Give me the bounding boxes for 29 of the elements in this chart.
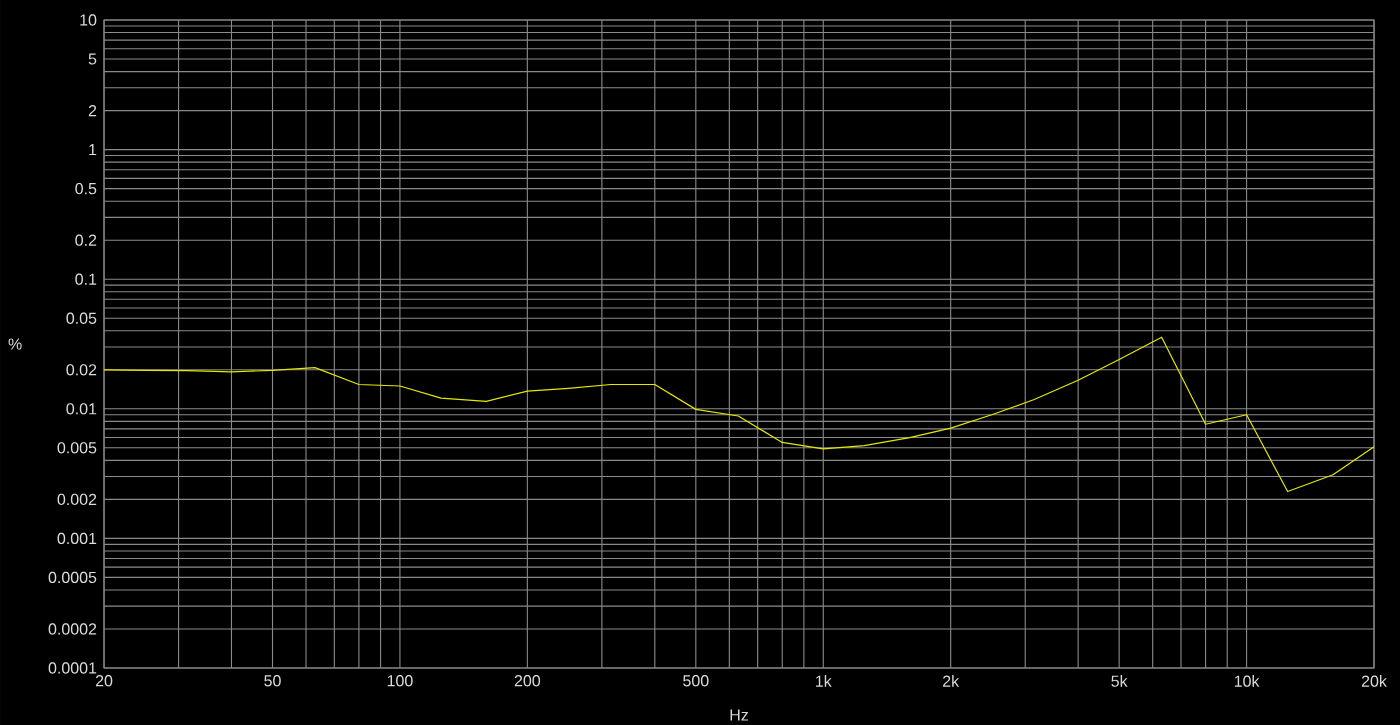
y-tick-label: 5 (88, 53, 97, 65)
line-series (104, 336, 1375, 493)
x-tick-label: 200 (514, 675, 541, 687)
y-tick-label: 0.005 (57, 442, 97, 454)
x-tick-label: 100 (387, 675, 413, 687)
y-tick-label: 0.2 (75, 234, 97, 246)
y-tick-label: 0.002 (57, 493, 97, 506)
x-tick-label: 20k (1361, 675, 1387, 687)
x-tick-label: 500 (683, 675, 709, 687)
y-tick-label: 0.0002 (48, 623, 97, 635)
y-tick-label: 0.05 (66, 312, 97, 324)
x-tick-label: 5k (1111, 675, 1128, 687)
y-axis-title: % (8, 338, 22, 350)
y-tick-label: 2 (88, 105, 97, 117)
y-tick-label: 1 (89, 144, 97, 156)
x-tick-label: 50 (264, 675, 281, 687)
x-axis-title: Hz (730, 709, 748, 721)
x-tick-label: 1k (816, 675, 832, 687)
y-tick-label: 0.1 (75, 273, 97, 285)
y-tick-label: 0.0005 (48, 571, 97, 584)
x-tick-label: 20 (95, 675, 113, 687)
y-tick-label: 10 (80, 14, 97, 26)
y-tick-label: 0.001 (57, 532, 97, 545)
y-tick-label: 0.02 (66, 364, 97, 376)
x-tick-label: 10k (1234, 675, 1260, 687)
y-tick-label: 0.5 (75, 182, 97, 195)
x-tick-label: 2k (943, 675, 960, 687)
y-tick-label: 0.01 (66, 403, 97, 415)
y-tick-label: 0.0001 (48, 662, 97, 674)
